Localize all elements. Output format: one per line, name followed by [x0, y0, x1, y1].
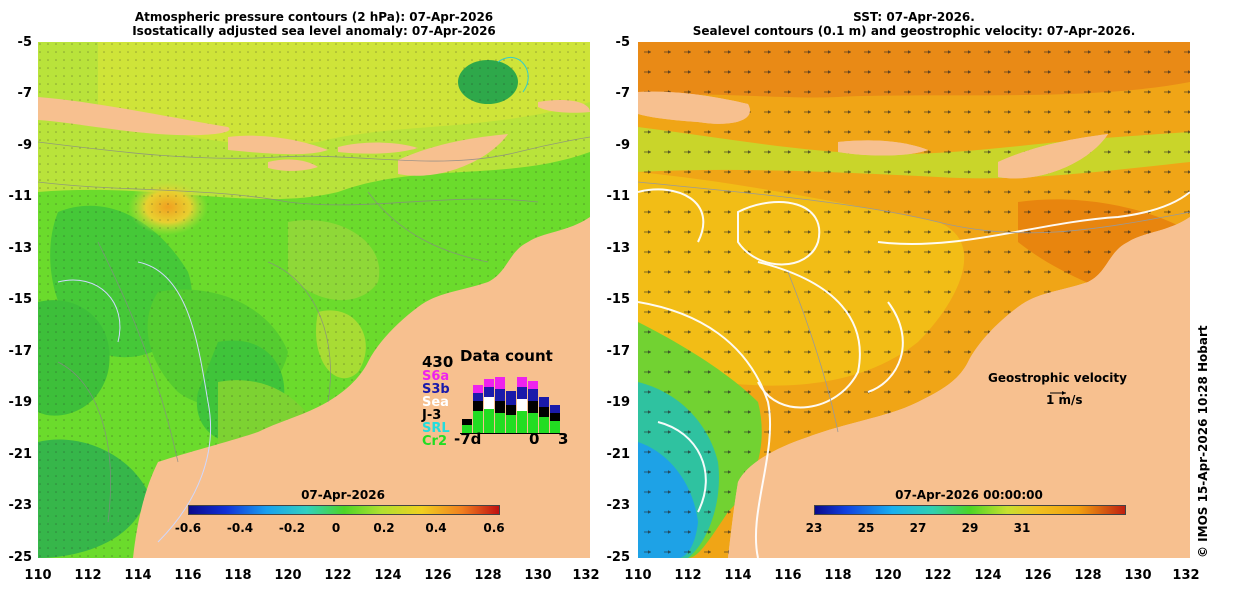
- data-count-bars: [460, 377, 562, 434]
- left-map-panel: [38, 42, 590, 558]
- lat-tick: -19: [606, 395, 631, 410]
- right-colorbar-tick: 31: [1013, 521, 1031, 535]
- left-title-line2: Isostatically adjusted sea level anomaly…: [132, 24, 496, 38]
- lon-tick: 124: [974, 568, 1002, 583]
- lon-tick: 122: [324, 568, 352, 583]
- left-colorbar-tick: 0: [331, 521, 341, 535]
- lat-tick: -13: [606, 241, 631, 256]
- lat-tick: -9: [17, 138, 32, 153]
- right-colorbar-tick: 25: [857, 521, 875, 535]
- lon-tick: 112: [74, 568, 102, 583]
- lat-tick: -15: [606, 292, 631, 307]
- left-colorbar: [188, 505, 500, 515]
- lon-tick: 128: [1074, 568, 1102, 583]
- lon-tick: 132: [572, 568, 600, 583]
- lon-tick: 122: [924, 568, 952, 583]
- right-colorbar-title: 07-Apr-2026 00:00:00: [895, 488, 1043, 502]
- lat-tick: -5: [615, 35, 630, 50]
- lon-tick: 116: [174, 568, 202, 583]
- left-colorbar-tick: -0.2: [278, 521, 306, 535]
- lat-tick: -11: [606, 189, 631, 204]
- right-colorbar-tick: 29: [961, 521, 979, 535]
- lon-tick: 112: [674, 568, 702, 583]
- lat-tick: -25: [8, 550, 33, 565]
- lon-tick: 118: [824, 568, 852, 583]
- sst-map: [638, 42, 1190, 558]
- right-colorbar-tick: 27: [909, 521, 927, 535]
- mission-srl: SRL: [422, 421, 450, 436]
- lat-tick: -25: [606, 550, 631, 565]
- lat-tick: -23: [8, 498, 33, 513]
- lat-tick: -13: [8, 241, 33, 256]
- lat-tick: -7: [615, 86, 630, 101]
- right-map-panel: [638, 42, 1190, 558]
- data-count-title: Data count: [460, 347, 553, 365]
- lon-tick: 128: [474, 568, 502, 583]
- velocity-legend-scale: 1 m/s: [1046, 393, 1083, 407]
- lon-tick: 114: [124, 568, 152, 583]
- data-count-x-start: -7d: [454, 430, 482, 448]
- mission-s3b: S3b: [422, 382, 450, 397]
- lon-tick: 120: [274, 568, 302, 583]
- lat-tick: -21: [8, 447, 33, 462]
- lon-tick: 126: [1024, 568, 1052, 583]
- lon-tick: 130: [524, 568, 552, 583]
- lon-tick: 132: [1172, 568, 1200, 583]
- data-count-x-end: 3: [558, 430, 569, 448]
- lon-tick: 114: [724, 568, 752, 583]
- lon-tick: 110: [624, 568, 652, 583]
- lon-tick: 126: [424, 568, 452, 583]
- right-title-line1: SST: 07-Apr-2026.: [853, 10, 975, 24]
- data-count-x-mid: 0: [529, 430, 540, 448]
- left-title-line1: Atmospheric pressure contours (2 hPa): 0…: [134, 10, 494, 24]
- left-colorbar-title: 07-Apr-2026: [301, 488, 385, 502]
- right-title-line2: Sealevel contours (0.1 m) and geostrophi…: [692, 24, 1136, 38]
- lat-tick: -11: [8, 189, 33, 204]
- lon-tick: 116: [774, 568, 802, 583]
- data-count-max: 430: [422, 353, 454, 371]
- mission-j3: J-3: [422, 408, 442, 423]
- lat-tick: -17: [606, 344, 631, 359]
- velocity-legend-label: Geostrophic velocity: [988, 371, 1127, 385]
- lon-tick: 120: [874, 568, 902, 583]
- mission-cr2: Cr2: [422, 434, 447, 449]
- left-colorbar-tick: -0.6: [174, 521, 202, 535]
- lat-tick: -21: [606, 447, 631, 462]
- left-colorbar-tick: -0.4: [226, 521, 254, 535]
- lon-tick: 110: [24, 568, 52, 583]
- lat-tick: -7: [17, 86, 32, 101]
- right-colorbar: [814, 505, 1126, 515]
- left-colorbar-tick: 0.4: [425, 521, 447, 535]
- lat-tick: -5: [17, 35, 32, 50]
- mission-s6a: S6a: [422, 369, 450, 384]
- lon-tick: 124: [374, 568, 402, 583]
- left-colorbar-tick: 0.6: [483, 521, 505, 535]
- lat-tick: -17: [8, 344, 33, 359]
- imos-credit: © IMOS 15-Apr-2026 10:28 Hobart: [1196, 325, 1210, 558]
- mission-sea: Sea: [422, 395, 449, 410]
- lon-tick: 118: [224, 568, 252, 583]
- lat-tick: -19: [8, 395, 33, 410]
- lat-tick: -9: [615, 138, 630, 153]
- data-count-inset: 430 Data count S6a S3b Sea J-3 SRL Cr2 -…: [418, 345, 578, 450]
- lat-tick: -23: [606, 498, 631, 513]
- right-colorbar-tick: 23: [805, 521, 823, 535]
- sea-level-anomaly-map: [38, 42, 590, 558]
- left-colorbar-tick: 0.2: [373, 521, 395, 535]
- lat-tick: -15: [8, 292, 33, 307]
- lon-tick: 130: [1124, 568, 1152, 583]
